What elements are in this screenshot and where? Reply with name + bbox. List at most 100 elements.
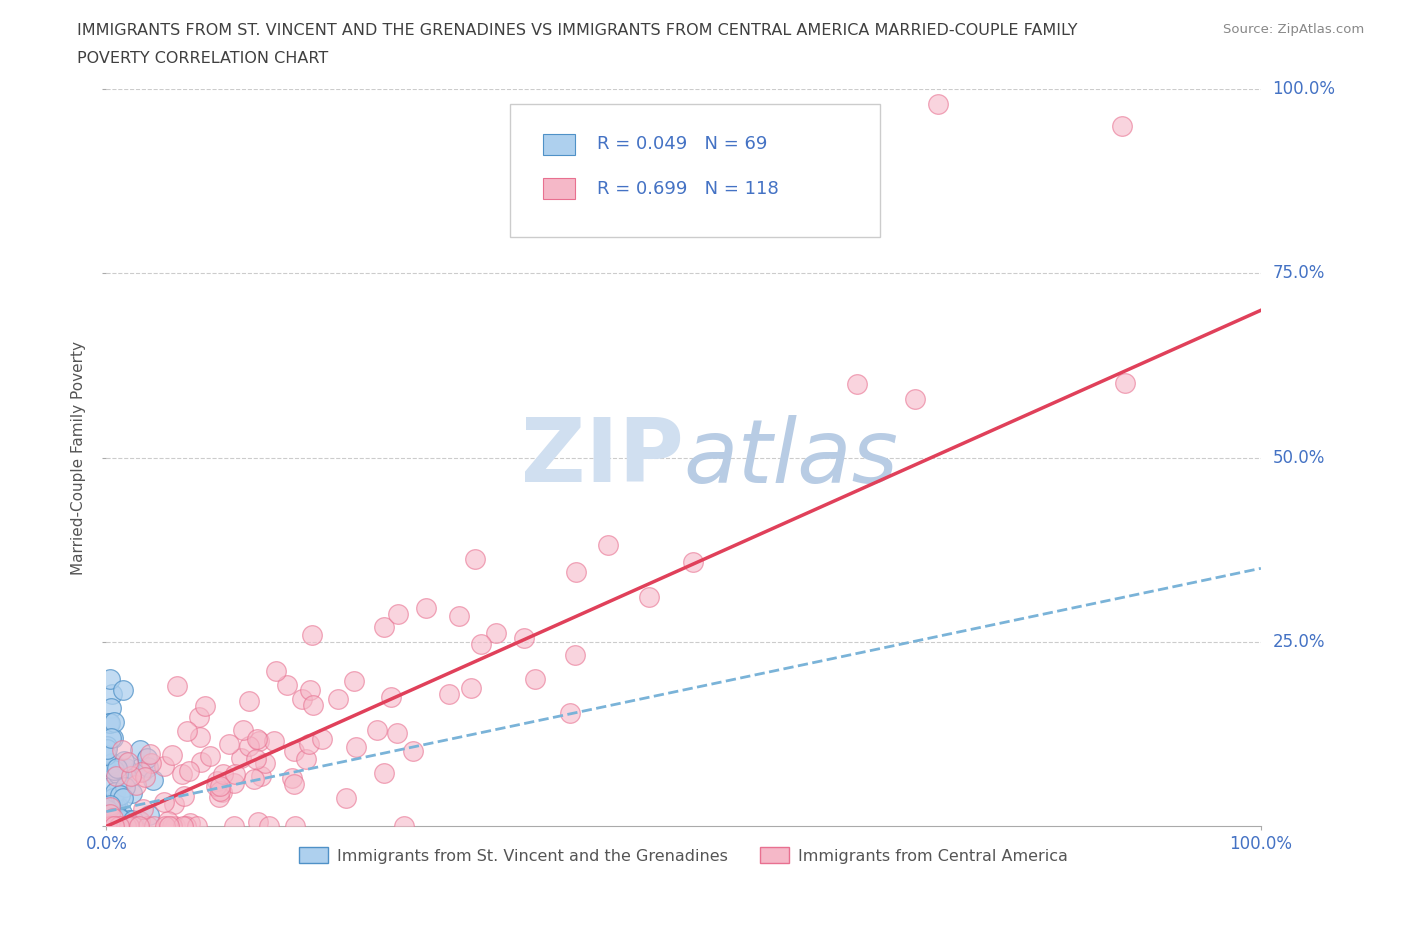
Point [177, 764, 200, 778]
Point [208, 789, 231, 804]
Point [208, 778, 231, 793]
Point [153, 795, 176, 810]
Point [98, 797, 121, 812]
Point [174, 819, 197, 834]
Point [598, 538, 620, 552]
Point [380, 689, 402, 704]
Point [111, 743, 134, 758]
Point [101, 799, 124, 814]
Point [108, 777, 131, 792]
Point [284, 819, 307, 834]
Point [247, 734, 270, 749]
Point [232, 723, 254, 737]
Text: atlas: atlas [683, 415, 898, 500]
Text: Source: ZipAtlas.com: Source: ZipAtlas.com [1223, 23, 1364, 36]
Point [100, 819, 122, 834]
Point [120, 768, 142, 783]
Point [105, 795, 128, 810]
Point [111, 772, 134, 787]
Point [110, 788, 132, 803]
Point [1111, 118, 1133, 133]
Point [298, 737, 321, 751]
Point [682, 554, 704, 569]
Point [101, 790, 124, 805]
Point [190, 755, 212, 770]
Point [242, 771, 264, 786]
Point [281, 771, 304, 786]
Point [105, 769, 128, 784]
Point [111, 683, 134, 698]
Point [118, 819, 141, 834]
Point [415, 601, 437, 616]
Point [157, 819, 180, 834]
Point [222, 776, 245, 790]
Text: 50.0%: 50.0% [1272, 449, 1324, 467]
Point [111, 812, 134, 827]
Y-axis label: Married-Couple Family Poverty: Married-Couple Family Poverty [72, 340, 86, 575]
Point [98, 716, 121, 731]
Point [257, 819, 280, 834]
Point [125, 777, 148, 792]
Point [294, 751, 316, 766]
Point [112, 754, 135, 769]
Point [136, 819, 159, 834]
Point [96, 742, 118, 757]
Point [138, 807, 160, 822]
Point [98, 791, 121, 806]
Point [437, 687, 460, 702]
Point [153, 819, 176, 834]
Point [97, 807, 120, 822]
Point [101, 803, 124, 817]
Point [229, 751, 252, 765]
Point [114, 779, 136, 794]
Point [105, 812, 128, 827]
Point [211, 766, 233, 781]
Point [111, 805, 134, 820]
Point [366, 723, 388, 737]
Point [117, 754, 139, 769]
Point [115, 771, 138, 786]
Point [298, 683, 321, 698]
Point [224, 766, 246, 781]
Bar [543, 179, 575, 199]
Point [205, 774, 228, 789]
Point [108, 819, 131, 834]
Text: R = 0.049   N = 69: R = 0.049 N = 69 [598, 136, 768, 153]
Text: 25.0%: 25.0% [1272, 633, 1324, 651]
Point [291, 691, 314, 706]
Point [160, 747, 183, 762]
Point [107, 766, 129, 781]
Point [1114, 375, 1136, 390]
Point [250, 768, 273, 783]
Point [194, 698, 217, 713]
Point [211, 785, 233, 800]
Point [104, 796, 127, 811]
FancyBboxPatch shape [510, 104, 880, 236]
Point [172, 819, 194, 834]
Point [176, 724, 198, 738]
Point [172, 767, 194, 782]
Point [100, 755, 122, 770]
Point [513, 631, 536, 645]
Point [104, 813, 127, 828]
Point [100, 730, 122, 745]
Point [402, 743, 425, 758]
Point [188, 729, 211, 744]
Point [128, 742, 150, 757]
Text: IMMIGRANTS FROM ST. VINCENT AND THE GRENADINES VS IMMIGRANTS FROM CENTRAL AMERIC: IMMIGRANTS FROM ST. VINCENT AND THE GREN… [77, 23, 1078, 38]
Point [98, 671, 121, 686]
Point [96, 814, 118, 829]
Point [523, 671, 546, 686]
Point [128, 760, 150, 775]
Point [96, 738, 118, 753]
Point [103, 819, 125, 834]
Point [200, 749, 222, 764]
Point [163, 796, 186, 811]
Point [103, 763, 125, 777]
Point [311, 731, 333, 746]
Point [142, 772, 165, 787]
Point [301, 698, 323, 712]
Point [166, 679, 188, 694]
Point [131, 802, 153, 817]
Point [160, 819, 183, 834]
